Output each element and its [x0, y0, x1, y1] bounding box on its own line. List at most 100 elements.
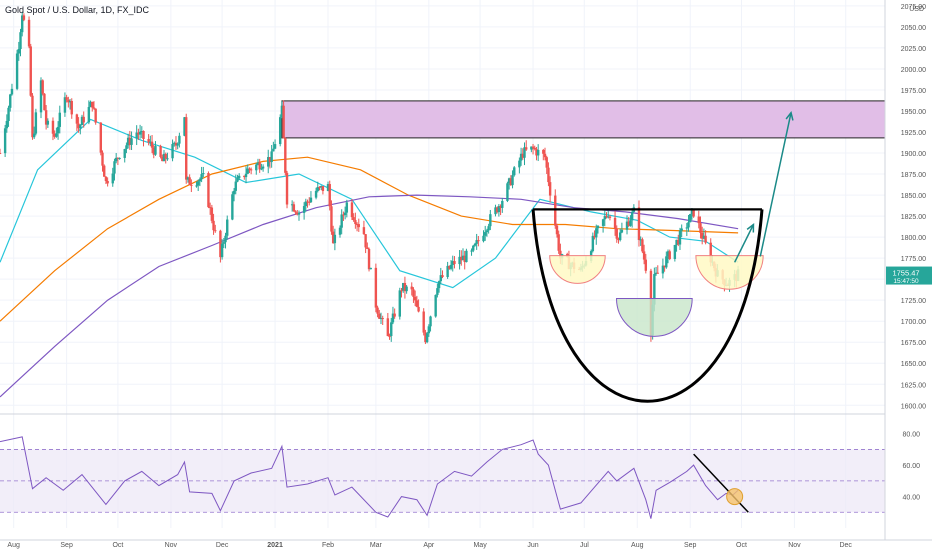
candle-body: [297, 212, 301, 215]
candle-body: [673, 244, 677, 259]
candle-body: [441, 275, 444, 278]
candle-body: [417, 306, 420, 312]
candle-body: [557, 234, 560, 251]
candle-body: [51, 120, 55, 134]
candle-body: [542, 149, 545, 154]
candle-body: [149, 141, 152, 143]
candle-body: [232, 190, 236, 195]
candle-body: [342, 214, 345, 216]
candle-body: [415, 300, 419, 307]
candle-body: [174, 142, 178, 146]
chart-title: Gold Spot / U.S. Dollar, 1D, FX_IDC: [5, 5, 150, 15]
price-tick-label: 1725.00: [901, 298, 926, 305]
candle-body: [625, 221, 629, 230]
candle-body: [470, 250, 473, 252]
price-tick-label: 1650.00: [901, 361, 926, 368]
candle-body: [352, 217, 355, 221]
candle-body: [147, 139, 150, 143]
candle-body: [296, 212, 299, 215]
candle-body: [484, 232, 487, 236]
candle-body: [362, 227, 366, 235]
candle-body: [258, 162, 261, 170]
time-tick-label: 2021: [267, 542, 283, 549]
candle-body: [219, 230, 222, 258]
candle-body: [637, 207, 641, 240]
candle-body: [654, 272, 658, 275]
candle-body: [485, 230, 489, 233]
candle-body: [405, 286, 408, 292]
time-tick-label: Feb: [322, 542, 334, 549]
candle-body: [429, 316, 432, 327]
candle-body: [210, 207, 214, 221]
candle-body: [665, 256, 668, 268]
candle-body: [511, 175, 514, 186]
candle-body: [137, 132, 140, 135]
candle-body: [34, 112, 38, 134]
candle-body: [222, 242, 226, 244]
candle-body: [319, 186, 323, 188]
candle-body: [43, 93, 46, 111]
price-tick-label: 1900.00: [901, 151, 926, 158]
candle-body: [101, 152, 104, 166]
candle-body: [173, 142, 176, 145]
time-tick-label: Nov: [165, 542, 178, 549]
candle-body: [364, 234, 367, 248]
candle-body: [601, 219, 605, 226]
candle-body: [663, 265, 666, 268]
candle-body: [465, 250, 468, 263]
time-tick-label: Apr: [423, 542, 435, 549]
candle-body: [559, 250, 562, 259]
candle-body: [340, 214, 343, 228]
candle-body: [77, 123, 80, 129]
candle-body: [150, 141, 154, 148]
candle-body: [460, 256, 463, 261]
candle-body: [244, 173, 248, 178]
candle-body: [700, 232, 704, 239]
candle-body: [398, 290, 401, 317]
rsi-line: [0, 436, 739, 519]
target-arrow-head-1: [746, 222, 755, 233]
candle-body: [521, 153, 524, 158]
candle-body: [99, 122, 103, 153]
candle-body: [506, 183, 509, 201]
candle-body: [198, 179, 202, 182]
candle-body: [653, 274, 656, 305]
candle-body: [272, 148, 275, 152]
time-tick-label: Jul: [580, 542, 589, 549]
rsi-tick-label: 60.00: [902, 463, 920, 470]
candle-body: [278, 117, 282, 145]
candle-body: [509, 178, 513, 186]
price-tick-label: 1700.00: [901, 319, 926, 326]
candle-body: [103, 165, 106, 177]
target-arrow-2: [759, 112, 792, 257]
candle-body: [523, 147, 526, 158]
candle-body: [80, 116, 84, 126]
candle-body: [118, 157, 121, 159]
candle-body: [704, 235, 707, 243]
candle-body: [214, 230, 217, 232]
candle-body: [489, 214, 492, 227]
candle-body: [350, 202, 354, 218]
price-tick-label: 1850.00: [901, 193, 926, 200]
candle-body: [487, 226, 490, 231]
candle-body: [166, 158, 169, 160]
candle-body: [67, 99, 70, 103]
candle-body: [642, 251, 646, 260]
candle-body: [685, 227, 689, 229]
candle-body: [333, 234, 337, 244]
price-tick-label: 1775.00: [901, 256, 926, 263]
candle-body: [270, 151, 273, 163]
candle-body: [393, 313, 396, 317]
candle-body: [249, 169, 253, 171]
candle-body: [697, 216, 700, 224]
resistance-zone: [281, 100, 886, 139]
candle-body: [256, 162, 260, 165]
price-tick-label: 1800.00: [901, 235, 926, 242]
candle-body: [255, 164, 258, 171]
candle-body: [678, 230, 682, 245]
candle-body: [79, 125, 82, 129]
candle-body: [321, 186, 325, 192]
last-price-value: 1755.47: [892, 269, 919, 278]
candle-body: [142, 130, 145, 140]
candle-body: [39, 80, 43, 113]
